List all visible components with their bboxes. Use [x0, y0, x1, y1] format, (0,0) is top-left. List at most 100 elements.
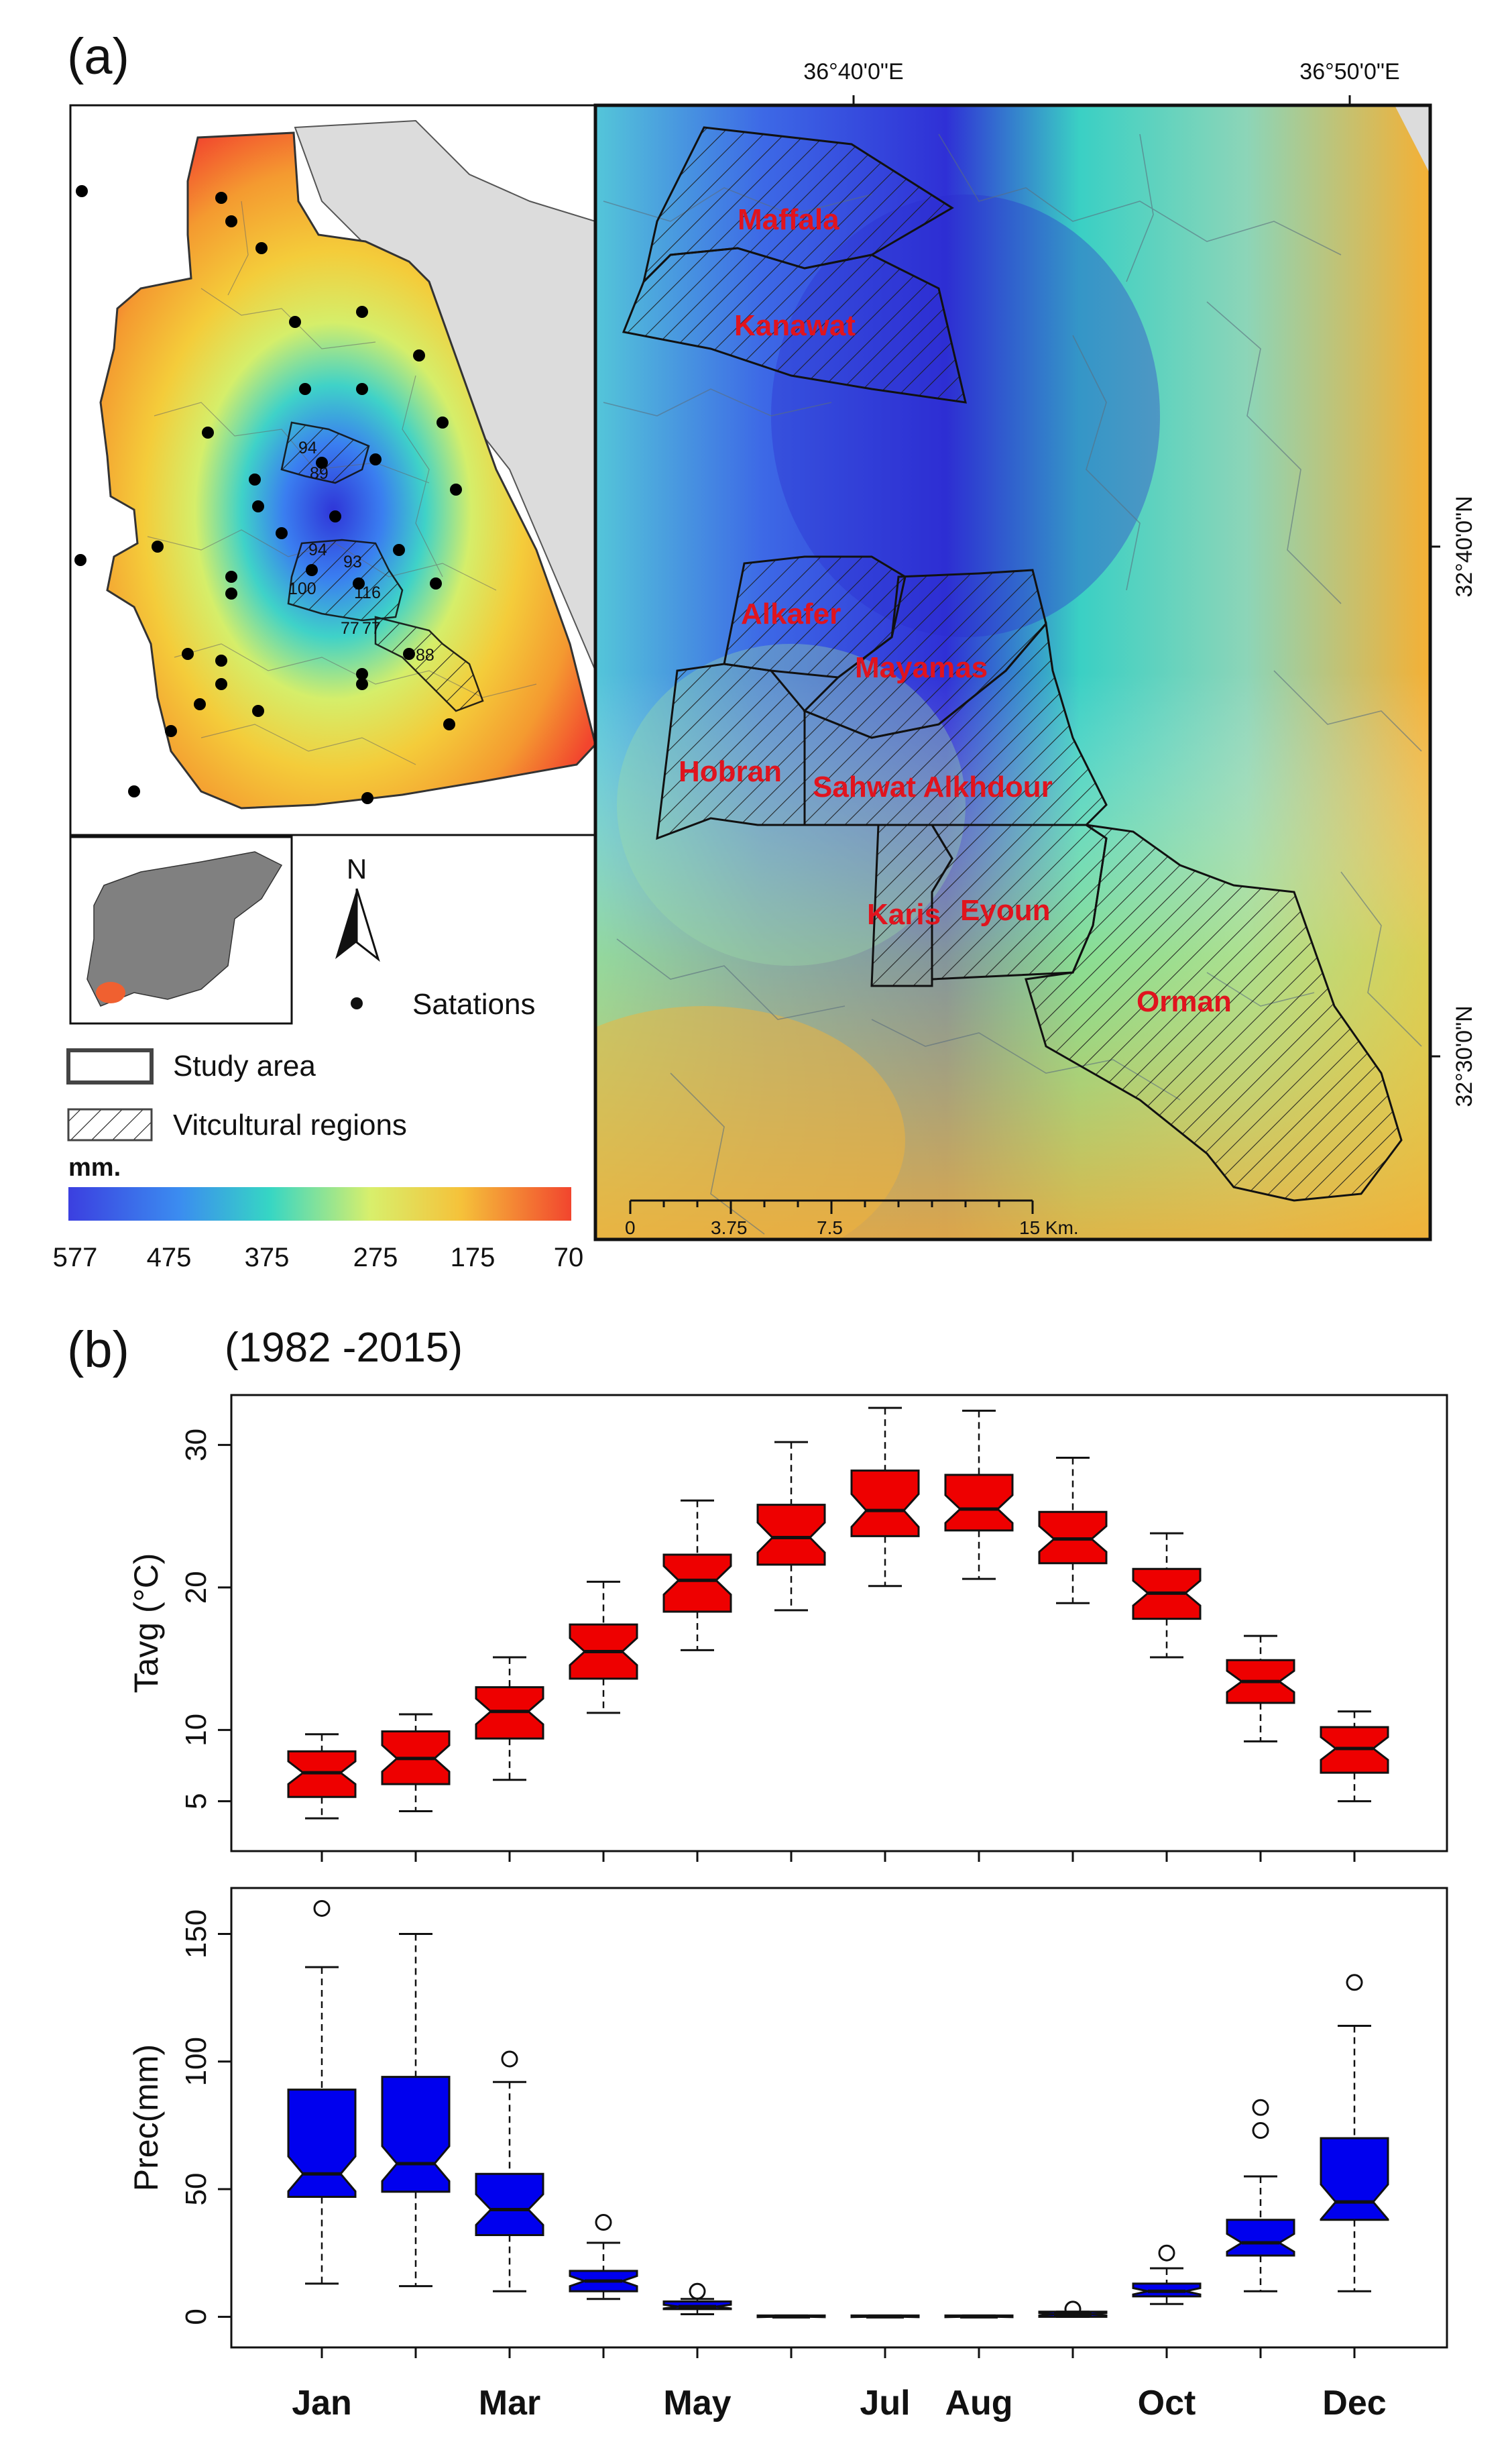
station-dot — [289, 316, 301, 328]
main-map: Maffala Kanawat Alkafer Mayamas Hobran S… — [595, 105, 1430, 1239]
region-orman — [1025, 824, 1403, 1202]
station-dot — [299, 383, 311, 395]
panel-a-label: (a) — [67, 28, 129, 85]
legend-stations: Satations — [412, 988, 535, 1021]
station-dot — [215, 192, 227, 204]
box-jun — [756, 2314, 826, 2319]
box-apr — [569, 2214, 638, 2300]
box-sep — [1038, 1457, 1108, 1604]
main-map-frame — [593, 103, 1432, 1241]
station-dot — [316, 457, 328, 469]
box-feb — [381, 1933, 451, 2288]
region-hobran — [656, 663, 806, 840]
lat-label: 32°40'0"N — [1452, 496, 1477, 597]
scale-tick: 15 Km. — [1019, 1217, 1079, 1238]
box-dec — [1320, 1710, 1389, 1803]
month-label: Oct — [1138, 2384, 1196, 2423]
month-label: Jan — [292, 2384, 352, 2423]
y-tick-label: 20 — [180, 1571, 213, 1604]
region-label: Mayamas — [855, 651, 988, 684]
station-dot — [182, 648, 194, 660]
box-body — [1320, 2137, 1389, 2221]
station-dot — [403, 648, 415, 660]
box-jan — [287, 1899, 357, 2285]
station-id-label: 77 — [362, 619, 381, 638]
station-dot — [225, 588, 237, 600]
legend-study-area: Study area — [173, 1050, 316, 1082]
box-jul — [850, 1406, 920, 1588]
map-legend: Satations Study area Vitcultural regions… — [53, 988, 584, 1272]
station-dot — [76, 185, 88, 197]
y-tick-label: 0 — [180, 2309, 213, 2325]
station-dot — [450, 484, 462, 496]
station-dot — [225, 571, 237, 583]
legend-study-area-swatch — [66, 1048, 154, 1085]
month-label: Mar — [479, 2384, 540, 2423]
box-aug — [944, 2314, 1014, 2319]
station-id-label: 94 — [298, 439, 317, 457]
station-dot — [276, 527, 288, 539]
station-dot — [306, 564, 318, 576]
station-dot — [194, 698, 206, 710]
lon-label: 36°50'0"E — [1299, 59, 1399, 85]
outlier-point — [501, 2050, 518, 2068]
outlier-point — [313, 1899, 331, 1917]
y-tick-label: 30 — [180, 1429, 213, 1461]
box-body — [1226, 2219, 1295, 2257]
region-label: Karis — [867, 898, 941, 931]
scale-tick: 0 — [625, 1217, 636, 1238]
region-label: Sahwat Alkhdour — [813, 771, 1053, 803]
station-dot — [252, 500, 264, 512]
station-dot — [356, 306, 368, 318]
station-id-label: 100 — [288, 579, 316, 598]
month-axis: Jan Mar May Jul Aug Oct Dec — [292, 2384, 1387, 2423]
box-oct — [1132, 2244, 1202, 2305]
outlier-point — [689, 2282, 706, 2300]
station-id-label: 94 — [308, 541, 327, 559]
box-apr — [569, 1580, 638, 1714]
station-dot — [369, 453, 382, 465]
y-tick-label: 50 — [180, 2173, 213, 2206]
y-tick-label: 150 — [180, 1909, 213, 1958]
region-label: Orman — [1137, 985, 1232, 1018]
north-arrow: N — [335, 853, 380, 962]
station-dot — [255, 242, 268, 254]
station-id-label: 77 — [341, 619, 359, 638]
colorbar — [68, 1187, 571, 1221]
colorbar-tick: 70 — [554, 1243, 584, 1272]
lat-label: 32°30'0"N — [1452, 1005, 1477, 1107]
scale-bar — [629, 1199, 1034, 1214]
month-label: Dec — [1322, 2384, 1386, 2423]
station-dot — [128, 785, 140, 797]
box-nov — [1226, 1634, 1295, 1742]
box-aug — [944, 1409, 1014, 1580]
station-dot — [393, 544, 405, 556]
station-dot — [74, 554, 86, 566]
box-body — [756, 1504, 826, 1566]
colorbar-tick: 175 — [451, 1243, 496, 1272]
y-axis-label: Prec(mm) — [127, 2044, 165, 2191]
month-label: Jul — [860, 2384, 910, 2423]
station-dot — [437, 416, 449, 429]
station-dot — [430, 577, 442, 590]
legend-vitcultural: Vitcultural regions — [173, 1109, 407, 1142]
station-dot — [443, 718, 455, 730]
colorbar-tick: 577 — [53, 1243, 98, 1272]
y-tick-label: 5 — [180, 1793, 213, 1809]
station-dot — [249, 474, 261, 486]
box-feb — [381, 1713, 451, 1812]
station-dot — [225, 215, 237, 227]
box-jul — [850, 2314, 920, 2319]
legend-vitcultural-swatch — [67, 1108, 153, 1142]
station-dot — [215, 655, 227, 667]
outlier-point — [1064, 2300, 1082, 2318]
box-nov — [1226, 2099, 1295, 2292]
station-dot — [215, 678, 227, 690]
station-dot — [329, 510, 341, 522]
box-dec — [1320, 1974, 1389, 2292]
scale-bar-labels: 0 3.75 7.5 15 Km. — [625, 1217, 1079, 1238]
outlier-point — [1252, 2099, 1269, 2116]
colorbar-unit: mm. — [68, 1154, 121, 1182]
station-dot — [202, 427, 214, 439]
